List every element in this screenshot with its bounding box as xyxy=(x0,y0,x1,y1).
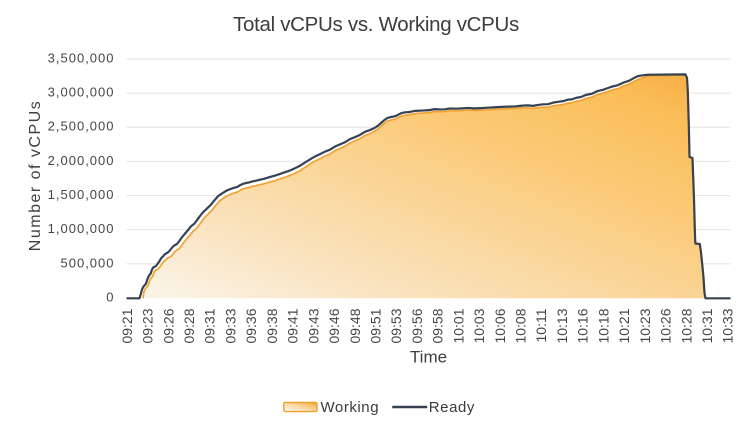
svg-text:3,500,000: 3,500,000 xyxy=(48,50,115,65)
svg-text:09:23: 09:23 xyxy=(140,308,156,343)
svg-text:10:31: 10:31 xyxy=(699,308,715,343)
svg-text:10:23: 10:23 xyxy=(637,308,653,343)
svg-text:09:58: 09:58 xyxy=(430,308,446,343)
svg-text:10:08: 10:08 xyxy=(513,308,529,343)
svg-text:0: 0 xyxy=(106,289,114,304)
svg-text:10:21: 10:21 xyxy=(616,308,632,343)
svg-text:1,500,000: 1,500,000 xyxy=(48,187,115,202)
svg-text:09:28: 09:28 xyxy=(181,308,197,343)
svg-text:10:06: 10:06 xyxy=(492,308,508,343)
svg-text:10:28: 10:28 xyxy=(678,308,694,343)
svg-text:10:11: 10:11 xyxy=(533,308,549,342)
svg-text:2,000,000: 2,000,000 xyxy=(48,153,115,168)
svg-text:Working: Working xyxy=(321,399,380,416)
svg-text:10:01: 10:01 xyxy=(450,308,466,343)
svg-text:09:36: 09:36 xyxy=(243,308,259,343)
svg-text:10:03: 10:03 xyxy=(471,308,487,343)
svg-text:2,500,000: 2,500,000 xyxy=(48,119,115,134)
svg-text:Time: Time xyxy=(410,348,447,367)
svg-text:10:33: 10:33 xyxy=(720,308,736,343)
svg-text:10:13: 10:13 xyxy=(554,308,570,343)
svg-text:10:26: 10:26 xyxy=(658,308,674,343)
svg-text:09:51: 09:51 xyxy=(367,308,383,343)
svg-text:09:46: 09:46 xyxy=(326,308,342,343)
svg-text:09:31: 09:31 xyxy=(202,308,218,343)
svg-text:09:48: 09:48 xyxy=(347,308,363,343)
svg-text:09:26: 09:26 xyxy=(160,308,176,343)
svg-text:500,000: 500,000 xyxy=(61,255,115,270)
svg-text:09:38: 09:38 xyxy=(264,308,280,343)
svg-text:10:18: 10:18 xyxy=(595,308,611,343)
svg-text:Ready: Ready xyxy=(429,399,475,416)
svg-text:09:56: 09:56 xyxy=(409,308,425,343)
svg-text:Number of vCPUs: Number of vCPUs xyxy=(27,100,44,251)
svg-text:1,000,000: 1,000,000 xyxy=(48,221,115,236)
svg-text:09:53: 09:53 xyxy=(388,308,404,343)
svg-text:Total vCPUs vs. Working vCPUs: Total vCPUs vs. Working vCPUs xyxy=(233,13,519,36)
svg-text:09:43: 09:43 xyxy=(305,308,321,343)
svg-text:09:33: 09:33 xyxy=(222,308,238,343)
svg-text:09:41: 09:41 xyxy=(285,308,301,343)
svg-text:3,000,000: 3,000,000 xyxy=(48,85,115,100)
svg-text:09:21: 09:21 xyxy=(119,308,135,343)
svg-text:10:16: 10:16 xyxy=(575,308,591,343)
